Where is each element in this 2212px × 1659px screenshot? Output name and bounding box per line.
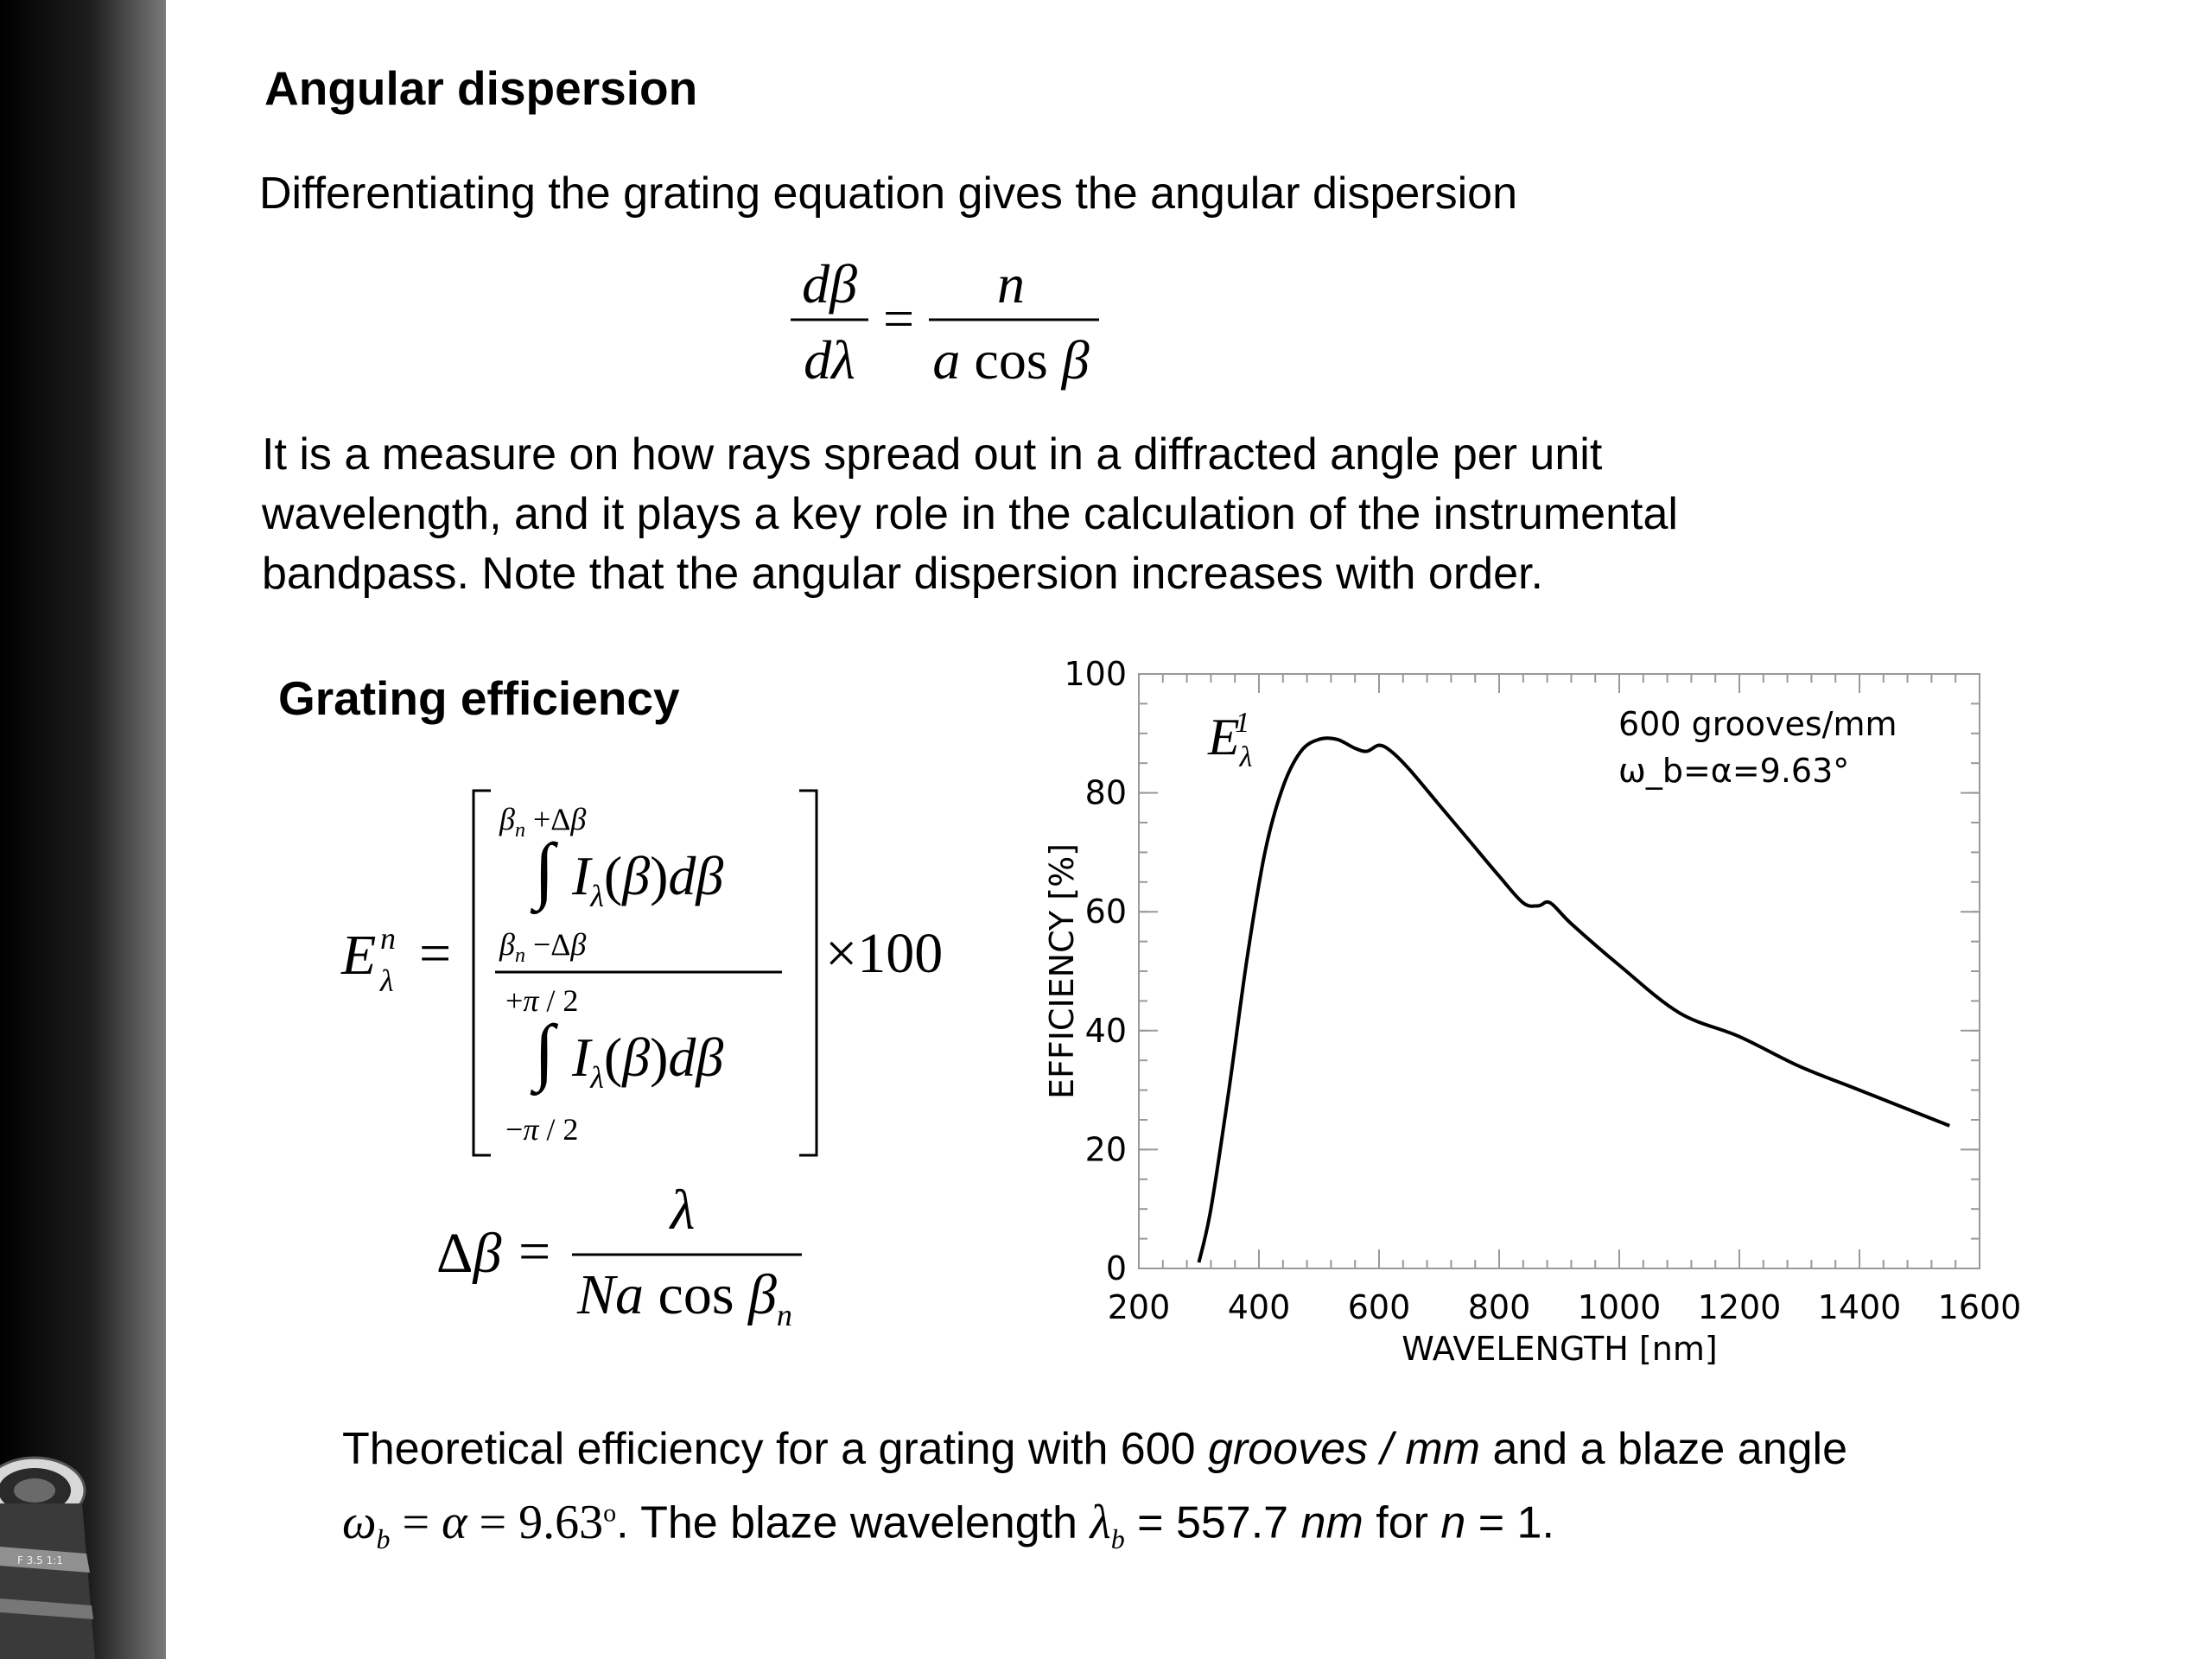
svg-text:Δβ: Δβ: [436, 1222, 501, 1285]
grating-efficiency-heading: Grating efficiency: [278, 671, 680, 725]
x-tick-label: 1400: [1818, 1288, 1902, 1326]
svg-text:F 3.5 1:1: F 3.5 1:1: [17, 1554, 63, 1567]
svg-text:+π / 2: +π / 2: [505, 983, 578, 1018]
x-tick-label: 600: [1348, 1288, 1411, 1326]
svg-text:E: E: [340, 924, 376, 987]
svg-text:=: =: [518, 1220, 550, 1283]
y-tick-label: 80: [1085, 774, 1127, 812]
svg-text:=: =: [419, 922, 451, 985]
camera-lens-image: F 3.5 1:1: [0, 1456, 95, 1659]
svg-text:dβ: dβ: [802, 253, 857, 315]
svg-text:Iλ(β)dβ: Iλ(β)dβ: [571, 1027, 723, 1095]
caption-blaze-angle-math: ωb = α = 9.63o: [342, 1495, 617, 1554]
x-tick-label: 1000: [1578, 1288, 1662, 1326]
figure-caption: Theoretical efficiency for a grating wit…: [342, 1417, 1847, 1571]
svg-text:βn −Δβ: βn −Δβ: [499, 927, 586, 967]
svg-text:a cos β: a cos β: [932, 329, 1089, 391]
svg-text:n: n: [997, 253, 1025, 315]
svg-text:βn +Δβ: βn +Δβ: [499, 802, 586, 842]
svg-text:∫: ∫: [530, 1009, 559, 1096]
svg-text:=: =: [883, 288, 914, 349]
x-axis-label: WAVELENGTH [nm]: [1402, 1330, 1717, 1368]
caption-text-1a: Theoretical efficiency for a grating wit…: [342, 1424, 1209, 1474]
caption-lambda-b: λb: [1090, 1495, 1125, 1554]
x-tick-label: 1600: [1938, 1288, 2022, 1326]
efficiency-curve: [1197, 736, 1950, 1263]
angular-dispersion-formula: dβ dλ = n a cos β: [791, 253, 1099, 391]
angular-explanation-text: It is a measure on how rays spread out i…: [262, 425, 1678, 604]
x-tick-label: 1200: [1698, 1288, 1782, 1326]
caption-nm: nm: [1300, 1497, 1363, 1548]
y-tick-label: 40: [1085, 1012, 1127, 1050]
svg-text:−π / 2: −π / 2: [505, 1112, 578, 1147]
caption-units: grooves / mm: [1208, 1424, 1480, 1474]
caption-n: n: [1440, 1497, 1466, 1548]
annotation-grooves: 600 grooves/mm: [1618, 705, 1897, 743]
explanation-line-3: bandpass. Note that the angular dispersi…: [262, 549, 1543, 599]
grating-efficiency-formula: E n λ = βn +Δβ ∫ Iλ(β)dβ βn −Δβ +π / 2 ∫…: [340, 789, 943, 1157]
svg-text:λ: λ: [379, 963, 394, 998]
left-sidebar-decoration: F 3.5 1:1: [0, 0, 166, 1659]
caption-text-2d: for: [1363, 1497, 1441, 1548]
plot-frame: [1138, 673, 1980, 1269]
y-axis-label: EFFICIENCY [%]: [1043, 843, 1081, 1099]
x-tick-label: 400: [1228, 1288, 1291, 1326]
svg-text:dλ: dλ: [804, 329, 855, 391]
curve-label-e-lambda: Eλ1: [1207, 707, 1252, 773]
y-tick-label: 100: [1064, 655, 1127, 693]
caption-line-1: Theoretical efficiency for a grating wit…: [342, 1417, 1847, 1481]
caption-text-2b: = 557.7: [1124, 1497, 1301, 1548]
angular-intro-text: Differentiating the grating equation giv…: [259, 168, 1517, 219]
svg-text:∫: ∫: [530, 828, 559, 915]
caption-text-1c: and a blaze angle: [1480, 1424, 1848, 1474]
x-tick-label: 200: [1108, 1288, 1171, 1326]
y-tick-label: 0: [1106, 1249, 1127, 1287]
svg-text:Na cos βn: Na cos βn: [576, 1263, 792, 1332]
angular-dispersion-heading: Angular dispersion: [264, 61, 698, 115]
svg-text:n: n: [380, 921, 396, 956]
explanation-line-2: wavelength, and it plays a key role in t…: [262, 489, 1678, 539]
svg-text:λ: λ: [669, 1184, 696, 1242]
caption-text-2f: = 1.: [1465, 1497, 1554, 1548]
x-tick-label: 800: [1468, 1288, 1531, 1326]
delta-beta-formula: Δβ = λ Na cos βn: [436, 1184, 802, 1332]
caption-line-2: ωb = α = 9.63o. The blaze wavelength λb …: [342, 1481, 1847, 1571]
annotation-blaze-angle: ω_b=α=9.63°: [1618, 752, 1849, 790]
svg-text:×100: ×100: [825, 922, 943, 985]
explanation-line-1: It is a measure on how rays spread out i…: [262, 429, 1603, 480]
caption-text-2a: . The blaze wavelength: [616, 1497, 1090, 1548]
y-tick-label: 20: [1085, 1130, 1127, 1168]
y-tick-label: 60: [1085, 893, 1127, 931]
